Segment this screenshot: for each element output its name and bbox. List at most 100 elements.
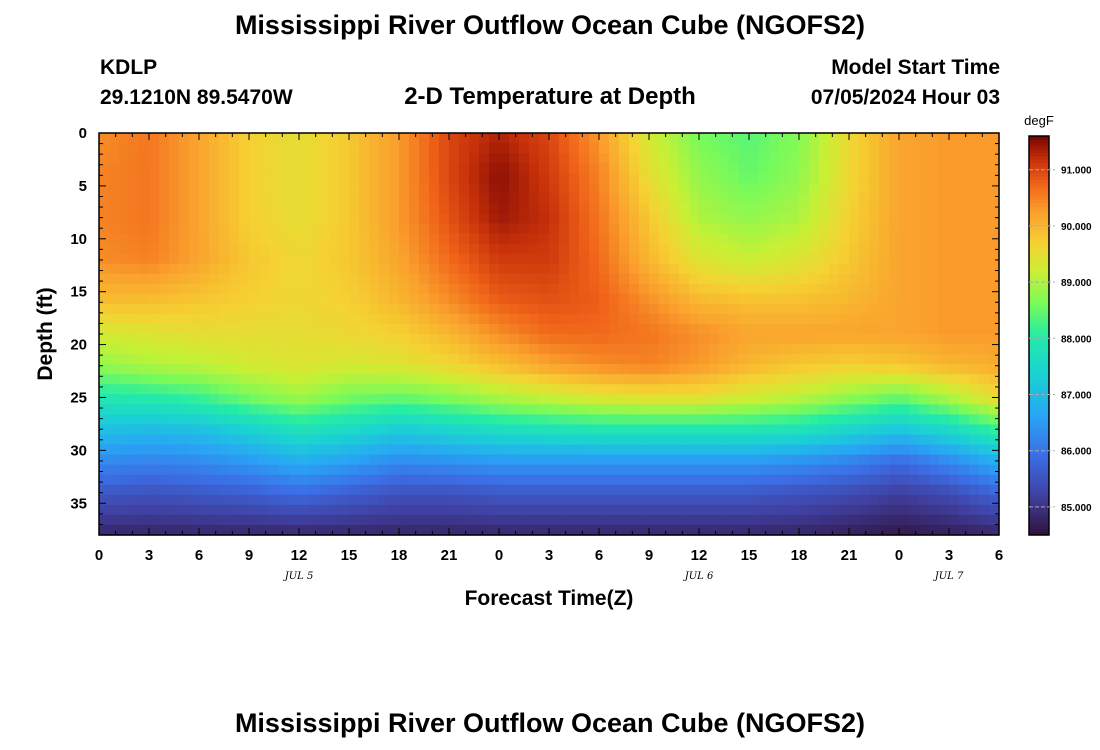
heatmap-cell: [929, 384, 940, 395]
heatmap-cell: [279, 444, 290, 456]
heatmap-cell: [99, 133, 110, 144]
heatmap-cell: [899, 213, 910, 225]
heatmap-cell: [369, 153, 380, 164]
heatmap-cell: [599, 253, 610, 265]
heatmap-cell: [199, 293, 210, 305]
heatmap-cell: [959, 444, 970, 456]
heatmap-cell: [959, 323, 970, 335]
heatmap-cell: [159, 143, 170, 154]
heatmap-cell: [539, 404, 550, 415]
heatmap-cell: [619, 494, 630, 506]
heatmap-cell: [169, 334, 180, 345]
heatmap-cell: [629, 323, 640, 335]
heatmap-cell: [349, 414, 360, 426]
heatmap-cell: [639, 474, 650, 486]
heatmap-cell: [869, 464, 880, 476]
heatmap-cell: [379, 354, 390, 365]
heatmap-cell: [209, 394, 220, 405]
heatmap-cell: [129, 414, 140, 426]
heatmap-cell: [799, 334, 810, 345]
heatmap-cell: [629, 394, 640, 405]
heatmap-cell: [159, 233, 170, 245]
heatmap-cell: [659, 193, 670, 204]
heatmap-cell: [439, 253, 450, 265]
heatmap-cell: [879, 243, 890, 255]
heatmap-cell: [769, 354, 780, 365]
heatmap-cell: [279, 253, 290, 265]
heatmap-cell: [829, 394, 840, 405]
heatmap-cell: [359, 133, 370, 144]
colorbar: 85.00086.00087.00088.00089.00090.00091.0…: [1024, 113, 1092, 536]
heatmap-cell: [359, 143, 370, 154]
heatmap-cell: [689, 454, 700, 466]
heatmap-cell: [329, 293, 340, 305]
heatmap-cell: [719, 153, 730, 164]
heatmap-cell: [759, 143, 770, 154]
heatmap-cell: [609, 313, 620, 325]
heatmap-cell: [179, 474, 190, 486]
heatmap-cell: [209, 203, 220, 214]
heatmap-cell: [469, 434, 480, 446]
heatmap-cell: [899, 474, 910, 486]
heatmap-cell: [459, 193, 470, 204]
heatmap-cell: [879, 454, 890, 466]
heatmap-cell: [759, 233, 770, 245]
colorbar-segment: [1029, 488, 1049, 493]
heatmap-cell: [519, 163, 530, 174]
heatmap-cell: [409, 524, 420, 536]
colorbar-segment: [1029, 415, 1049, 420]
heatmap-cell: [759, 354, 770, 365]
heatmap-cell: [309, 253, 320, 265]
heatmap-cell: [349, 323, 360, 335]
heatmap-cell: [569, 173, 580, 184]
heatmap-cell: [569, 464, 580, 476]
colorbar-segment: [1029, 152, 1049, 157]
heatmap-cell: [779, 233, 790, 245]
heatmap-cell: [309, 243, 320, 255]
heatmap-cell: [239, 384, 250, 395]
heatmap-cell: [919, 163, 930, 174]
heatmap-cell: [109, 374, 120, 385]
heatmap-cell: [669, 374, 680, 385]
heatmap-cell: [839, 143, 850, 154]
heatmap-cell: [569, 323, 580, 335]
heatmap-cell: [819, 233, 830, 245]
heatmap-cell: [379, 193, 390, 204]
heatmap-cell: [669, 394, 680, 405]
heatmap-cell: [349, 434, 360, 446]
heatmap-cell: [239, 374, 250, 385]
heatmap-cell: [819, 344, 830, 355]
heatmap-cell: [399, 514, 410, 526]
heatmap-cell: [799, 524, 810, 536]
heatmap-cell: [969, 394, 980, 405]
heatmap-cell: [469, 504, 480, 516]
heatmap-cell: [429, 323, 440, 335]
heatmap-cell: [289, 384, 300, 395]
heatmap-cell: [959, 153, 970, 164]
colorbar-segment: [1029, 308, 1049, 313]
heatmap-cell: [459, 504, 470, 516]
heatmap-cell: [479, 263, 490, 275]
heatmap-cell: [139, 263, 150, 275]
heatmap-cell: [889, 133, 900, 144]
heatmap-cell: [789, 504, 800, 516]
heatmap-cell: [439, 454, 450, 466]
heatmap-cell: [549, 374, 560, 385]
heatmap-cell: [759, 303, 770, 315]
heatmap-cell: [489, 524, 500, 536]
heatmap-cell: [479, 133, 490, 144]
heatmap-cell: [209, 334, 220, 345]
heatmap-cell: [849, 444, 860, 456]
heatmap-cell: [489, 303, 500, 315]
heatmap-cell: [139, 444, 150, 456]
heatmap-cell: [669, 414, 680, 426]
heatmap-cell: [719, 514, 730, 526]
heatmap-cell: [489, 424, 500, 436]
heatmap-cell: [169, 364, 180, 375]
heatmap-cell: [319, 414, 330, 426]
heatmap-cell: [269, 183, 280, 194]
heatmap-cell: [889, 213, 900, 225]
heatmap-cell: [459, 213, 470, 225]
heatmap-cell: [949, 504, 960, 516]
heatmap-cell: [779, 253, 790, 265]
